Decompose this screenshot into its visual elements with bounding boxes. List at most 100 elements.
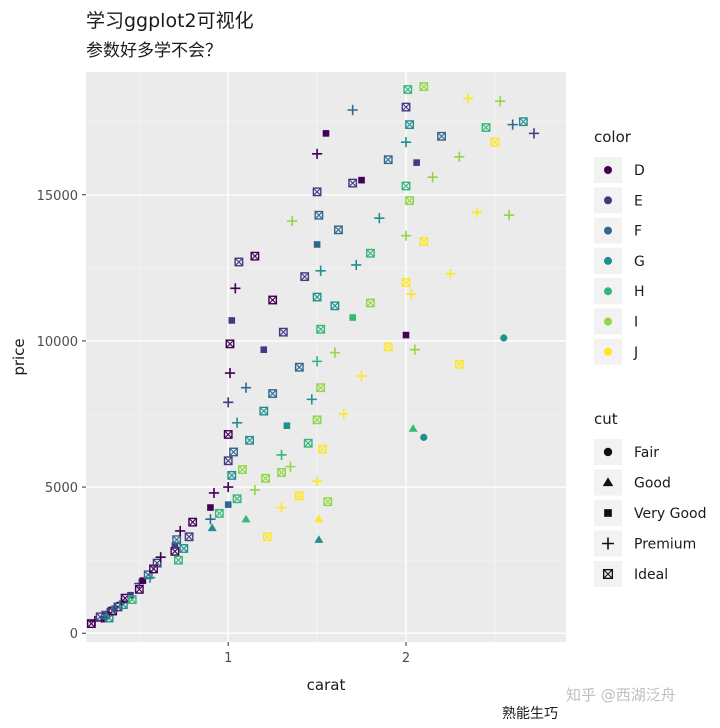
data-point (318, 444, 327, 454)
legend-color-swatch (604, 347, 612, 356)
x-tick-label: 2 (402, 651, 410, 666)
data-point (205, 514, 216, 525)
legend-color-label: E (634, 193, 643, 209)
data-point (401, 278, 411, 287)
watermark: 知乎 @西湖泛舟 (566, 686, 676, 704)
data-point (408, 424, 418, 432)
data-point (383, 342, 393, 352)
legend-color-label: H (634, 284, 645, 300)
data-point (294, 491, 304, 501)
data-point (223, 481, 234, 493)
data-point (174, 555, 183, 565)
legend-cut-label: Premium (634, 537, 696, 553)
data-point (312, 148, 323, 159)
data-point (232, 494, 242, 504)
data-point (283, 422, 291, 429)
data-point (313, 241, 321, 248)
data-point (402, 331, 410, 339)
x-tick-label: 1 (224, 651, 232, 666)
y-axis-title: price (10, 338, 28, 375)
data-point (366, 298, 375, 308)
data-point (276, 502, 287, 513)
data-point (454, 359, 464, 369)
data-point (356, 370, 367, 382)
legend-cut-label: Fair (634, 445, 659, 461)
cut-legend: cut Fair Good Very Good Premium Ideal (594, 410, 706, 587)
data-point (152, 558, 162, 568)
data-point (303, 438, 313, 448)
legend-color-swatch (604, 256, 612, 265)
data-point (316, 324, 326, 334)
data-point (349, 314, 356, 321)
data-point (224, 367, 236, 379)
legend-color-label: J (633, 345, 638, 361)
data-point (171, 542, 179, 549)
data-point (208, 487, 220, 499)
data-point (419, 237, 429, 246)
legend-color-swatch (604, 166, 612, 174)
data-point (316, 383, 326, 393)
data-points (86, 82, 540, 629)
legend-color-label: G (634, 254, 645, 270)
data-point (401, 102, 411, 112)
data-point (300, 272, 310, 282)
data-point (481, 123, 491, 132)
data-point (518, 117, 528, 127)
data-point (406, 289, 417, 300)
data-point (329, 347, 340, 358)
data-point (155, 552, 166, 563)
data-point (445, 268, 456, 279)
chart-title: 学习ggplot2可视化 (86, 10, 254, 32)
data-point (268, 295, 278, 305)
data-point (261, 473, 270, 483)
x-axis-title: carat (307, 676, 346, 694)
data-point (278, 327, 288, 337)
y-tick-label: 0 (70, 627, 78, 642)
data-point (409, 344, 420, 355)
data-point (224, 501, 232, 508)
data-point (528, 128, 540, 139)
legend-shape-swatch (602, 537, 614, 550)
legend-color-label: D (634, 163, 645, 179)
data-point (234, 257, 244, 267)
caption: 熟能生巧 (502, 706, 558, 722)
data-point (419, 82, 429, 92)
data-point (401, 181, 411, 191)
y-tick-label: 15000 (37, 189, 78, 204)
legend-shape-swatch (604, 509, 612, 517)
data-point (454, 151, 465, 162)
data-point (312, 187, 322, 197)
plot-panel (86, 72, 566, 642)
data-point (403, 85, 413, 94)
data-point (229, 447, 238, 457)
legend-shape-swatch (602, 477, 614, 487)
data-point (400, 137, 412, 148)
legend-cut-label: Very Good (634, 506, 706, 522)
legend-color-label: F (634, 224, 642, 240)
data-point (312, 476, 323, 487)
data-point (306, 394, 317, 405)
data-point (175, 525, 186, 537)
data-point (338, 408, 349, 420)
y-tick-label: 10000 (37, 335, 78, 350)
data-point (314, 210, 324, 220)
data-point (330, 301, 340, 311)
data-point (322, 130, 330, 137)
data-point (277, 468, 286, 477)
data-point (262, 532, 272, 542)
data-point (268, 389, 278, 398)
legend-color-swatch (604, 196, 612, 205)
data-point (314, 535, 324, 543)
data-point (383, 155, 393, 165)
legend-color-label: I (634, 315, 638, 331)
data-point (240, 382, 252, 393)
data-point (374, 213, 385, 224)
data-point (184, 532, 194, 542)
data-point (294, 362, 304, 372)
legend-color-swatch (604, 317, 612, 326)
data-point (427, 172, 438, 183)
data-point (228, 317, 236, 324)
color-legend-title: color (594, 128, 632, 146)
